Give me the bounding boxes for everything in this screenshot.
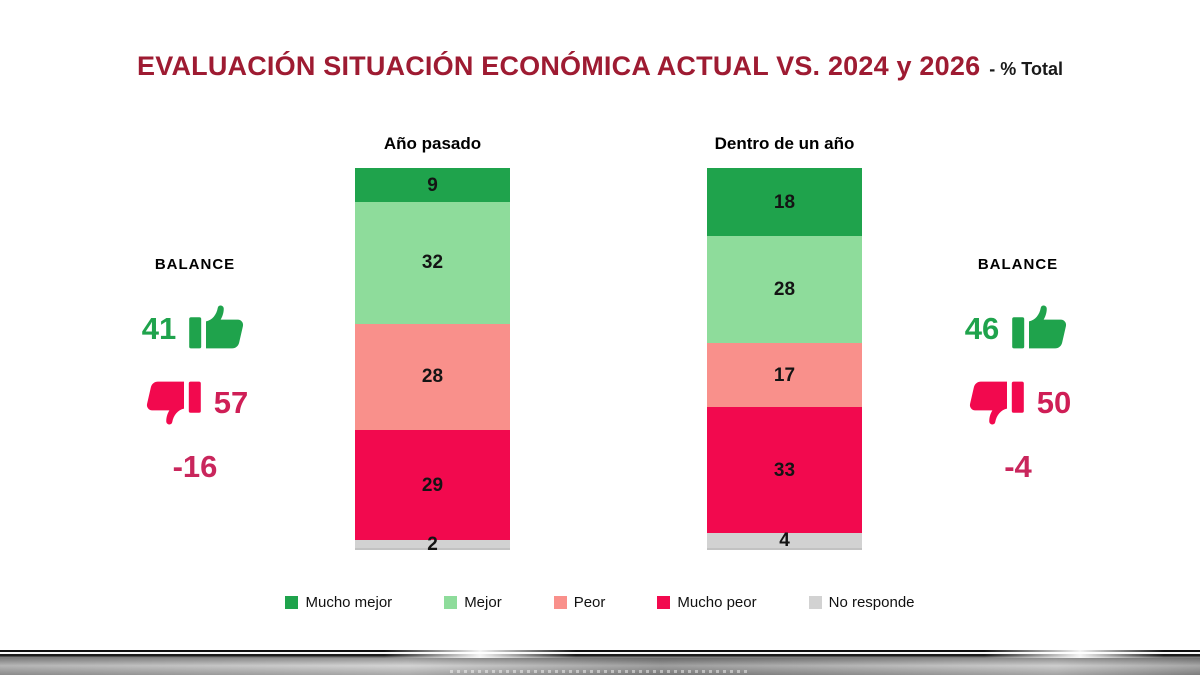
bar-segment-mejor: 32 [355, 202, 510, 324]
page-title-main: EVALUACIÓN SITUACIÓN ECONÓMICA ACTUAL VS… [137, 51, 981, 81]
balance-negative-value: 57 [213, 384, 249, 420]
legend: Mucho mejor Mejor Peor Mucho peor No respond… [0, 594, 1200, 611]
bar-segment-value: 33 [773, 459, 796, 481]
legend-item: Mucho mejor [285, 594, 392, 611]
balance-net-value: -4 [1004, 449, 1032, 484]
stacked-bar-ano-pasado: 9 32 28 29 2 [355, 168, 510, 554]
legend-swatch [657, 596, 671, 609]
bar-segment-value: 18 [773, 191, 796, 213]
legend-item: Mejor [444, 594, 502, 611]
thumbs-down-icon [146, 381, 201, 425]
balance-label: BALANCE [154, 256, 236, 273]
bar-segment-no-responde: 2 [355, 535, 510, 554]
balance-positive-value: 46 [964, 310, 1000, 346]
thumbs-up-icon [189, 305, 244, 349]
bar-segment-value: 28 [773, 279, 796, 301]
bottom-metallic-band [0, 658, 1200, 675]
bar-segment-mejor: 28 [707, 236, 862, 343]
bar-segment-no-responde: 4 [707, 529, 862, 551]
legend-label: Mucho mejor [305, 594, 393, 611]
bar-segment-mucho-mejor: 9 [355, 168, 510, 203]
bar-segment-value: 17 [773, 364, 796, 386]
thumbs-down-icon [969, 381, 1024, 425]
stacked-bar-dentro-de-un-ano: 18 28 17 33 4 [707, 168, 862, 551]
bar-segment-value: 4 [779, 529, 790, 551]
balance-net-value: -16 [172, 449, 218, 484]
bottom-divider-rule [0, 650, 1200, 658]
legend-swatch [285, 596, 299, 609]
legend-label: No responde [828, 594, 915, 611]
bar-segment-value: 29 [421, 474, 444, 496]
balance-label: BALANCE [977, 256, 1059, 273]
page-title: EVALUACIÓN SITUACIÓN ECONÓMICA ACTUAL VS… [0, 51, 1200, 82]
bar-segment-value: 28 [421, 366, 444, 388]
legend-item: Peor [553, 594, 606, 611]
page-title-suffix: - % Total [989, 59, 1063, 79]
legend-swatch [808, 596, 822, 609]
balance-negative-row: 57 [115, 373, 275, 431]
balance-negative-value: 50 [1036, 384, 1072, 420]
balance-block-left: BALANCE 41 57 -16 [115, 256, 275, 485]
legend-label: Mucho peor [677, 594, 757, 611]
legend-swatch [444, 596, 458, 609]
balance-negative-row: 50 [938, 373, 1098, 431]
footer-fineprint [450, 670, 750, 673]
bar-segment-peor: 17 [707, 342, 862, 408]
bar-segment-value: 2 [427, 533, 438, 555]
legend-item: No responde [808, 594, 915, 611]
bar-title: Año pasado [383, 134, 482, 153]
balance-positive-value: 41 [141, 310, 177, 346]
bar-segment-mucho-peor: 33 [707, 407, 862, 533]
bar-segment-peor: 28 [355, 323, 510, 431]
balance-positive-row: 41 [115, 299, 275, 357]
bar-group-ano-pasado: Año pasado 9 32 28 29 2 [355, 134, 510, 554]
bar-segment-value: 9 [427, 174, 438, 196]
balance-positive-row: 46 [938, 299, 1098, 357]
legend-item: Mucho peor [657, 594, 757, 611]
thumbs-up-icon [1012, 305, 1067, 349]
legend-swatch [553, 596, 567, 609]
bar-segment-mucho-peor: 29 [355, 430, 510, 541]
legend-label: Mejor [464, 594, 502, 611]
bar-segment-mucho-mejor: 18 [707, 168, 862, 237]
balance-block-right: BALANCE 46 50 -4 [938, 256, 1098, 485]
bar-group-dentro-de-un-ano: Dentro de un año 18 28 17 33 4 [707, 134, 862, 551]
bar-title: Dentro de un año [714, 134, 855, 153]
legend-label: Peor [573, 594, 606, 611]
bar-segment-value: 32 [421, 252, 444, 274]
